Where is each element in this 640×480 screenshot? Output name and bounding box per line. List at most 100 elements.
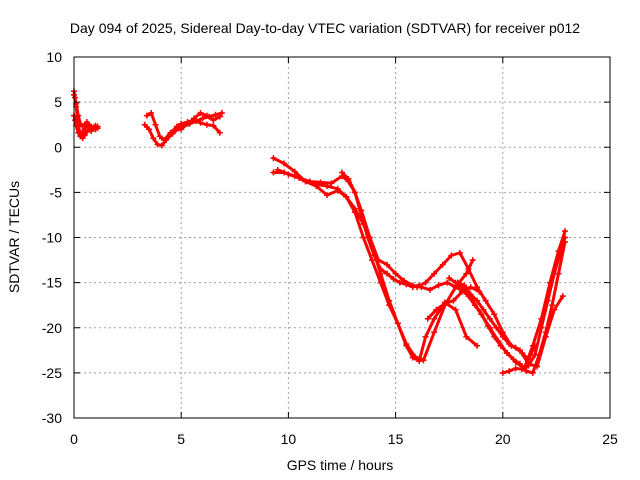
- data-points: [424, 284, 483, 322]
- data-point-marker: [358, 211, 365, 218]
- data-point-marker: [491, 311, 498, 318]
- data-points: [339, 169, 423, 291]
- data-point-marker: [471, 302, 478, 309]
- data-point-marker: [480, 306, 487, 313]
- y-tick-label: -10: [42, 230, 62, 246]
- data-point-marker: [371, 252, 378, 259]
- data-point-marker: [339, 169, 345, 176]
- data-point-marker: [469, 257, 476, 264]
- data-point-marker: [143, 112, 150, 119]
- data-point-marker: [454, 279, 461, 286]
- x-tick-label: 15: [388, 431, 404, 447]
- data-points: [454, 279, 538, 363]
- data-point-marker: [452, 306, 459, 313]
- data-point-marker: [478, 311, 485, 318]
- data-point-marker: [476, 288, 483, 295]
- data-point-marker: [439, 261, 446, 268]
- x-tick-label: 25: [602, 431, 618, 447]
- data-point-marker: [523, 368, 530, 375]
- data-point-marker: [83, 118, 90, 125]
- y-tick-label: 10: [46, 49, 62, 65]
- data-point-marker: [150, 135, 157, 142]
- data-point-marker: [433, 306, 440, 313]
- data-point-marker: [559, 293, 566, 300]
- data-point-marker: [403, 340, 410, 347]
- data-point-marker: [529, 369, 536, 376]
- x-tick-label: 0: [70, 431, 78, 447]
- data-point-marker: [506, 368, 513, 375]
- data-point-marker: [203, 121, 210, 128]
- data-point-marker: [557, 248, 564, 255]
- data-point-marker: [396, 279, 403, 286]
- data-point-marker: [285, 171, 292, 178]
- data-point-marker: [484, 322, 491, 329]
- data-point-marker: [491, 333, 498, 340]
- data-point-marker: [386, 302, 393, 309]
- data-point-marker: [210, 122, 217, 129]
- data-point-marker: [394, 320, 401, 327]
- data-point-marker: [561, 228, 568, 235]
- y-axis-label: SDTVAR / TECUs: [6, 181, 22, 293]
- data-point-marker: [426, 286, 433, 293]
- data-point-marker: [435, 282, 442, 289]
- y-tick-label: -5: [50, 184, 63, 200]
- data-point-marker: [431, 329, 438, 336]
- data-point-marker: [414, 284, 421, 291]
- data-point-marker: [465, 266, 472, 273]
- data-trace: [276, 168, 567, 370]
- data-points: [71, 91, 99, 133]
- data-point-marker: [158, 142, 165, 149]
- data-point-marker: [161, 137, 168, 144]
- data-point-marker: [146, 126, 153, 133]
- data-point-marker: [497, 342, 504, 349]
- data-point-marker: [270, 169, 277, 176]
- data-point-marker: [384, 270, 391, 277]
- data-point-marker: [351, 189, 358, 196]
- data-point-marker: [474, 342, 481, 349]
- data-point-marker: [463, 270, 470, 277]
- data-point-marker: [456, 249, 463, 256]
- data-point-marker: [519, 350, 526, 357]
- data-point-marker: [422, 279, 429, 286]
- data-points: [178, 109, 223, 133]
- data-point-marker: [197, 109, 204, 116]
- data-point-marker: [384, 261, 391, 268]
- data-point-marker: [351, 209, 358, 216]
- y-tick-label: 5: [54, 94, 62, 110]
- x-tick-label: 5: [177, 431, 185, 447]
- data-point-marker: [486, 315, 493, 322]
- data-point-marker: [199, 115, 206, 122]
- data-point-marker: [499, 333, 506, 340]
- data-point-marker: [538, 324, 545, 331]
- data-point-marker: [75, 112, 82, 119]
- data-point-marker: [184, 120, 191, 127]
- data-point-marker: [212, 111, 219, 118]
- data-point-marker: [403, 281, 410, 288]
- data-point-marker: [323, 192, 330, 199]
- data-point-marker: [79, 130, 86, 137]
- data-point-marker: [197, 119, 204, 126]
- data-point-marker: [148, 109, 155, 116]
- data-point-marker: [88, 123, 95, 130]
- data-point-marker: [531, 351, 538, 358]
- data-point-marker: [411, 353, 418, 360]
- data-point-marker: [296, 174, 303, 181]
- data-point-marker: [173, 123, 180, 130]
- data-point-marker: [390, 276, 397, 283]
- data-point-marker: [512, 365, 519, 372]
- data-point-marker: [178, 120, 185, 127]
- data-point-marker: [504, 350, 511, 357]
- data-point-marker: [448, 252, 455, 259]
- data-point-marker: [377, 266, 384, 273]
- data-point-marker: [364, 234, 371, 241]
- data-point-marker: [156, 133, 163, 140]
- y-tick-label: -30: [42, 410, 62, 426]
- data-point-marker: [167, 129, 174, 136]
- y-tick-label: -15: [42, 275, 62, 291]
- data-point-marker: [561, 234, 568, 241]
- data-point-marker: [72, 117, 79, 124]
- data-points: [143, 109, 223, 144]
- data-point-marker: [313, 183, 320, 190]
- data-point-marker: [274, 166, 281, 173]
